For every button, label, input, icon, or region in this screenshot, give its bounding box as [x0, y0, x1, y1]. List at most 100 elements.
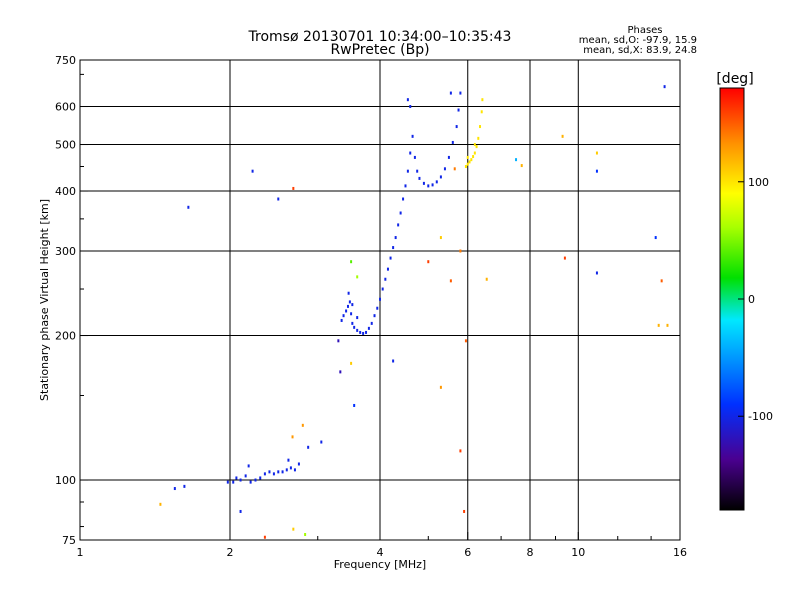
data-point	[359, 330, 362, 334]
data-point	[427, 260, 430, 264]
data-point	[301, 423, 304, 427]
data-point	[431, 183, 434, 187]
data-point	[595, 151, 598, 155]
data-point	[666, 323, 669, 327]
data-point	[356, 316, 359, 320]
x-axis-label: Frequency [MHz]	[334, 558, 426, 571]
x-tick-label: 2	[227, 546, 234, 559]
data-point	[342, 314, 345, 318]
data-point	[394, 236, 397, 240]
data-point	[409, 105, 412, 109]
data-point	[473, 151, 476, 155]
y-tick-label: 75	[62, 534, 76, 547]
data-point	[392, 246, 395, 250]
data-point	[247, 464, 250, 468]
data-point	[351, 321, 354, 325]
data-point	[449, 91, 452, 95]
data-point	[235, 476, 238, 480]
data-point	[389, 256, 392, 260]
y-tick-label: 300	[55, 245, 76, 258]
data-point	[297, 462, 300, 466]
data-point	[386, 267, 389, 271]
colorbar-ticks: 100 0 -100	[738, 176, 773, 423]
data-point	[272, 472, 275, 476]
data-point	[464, 164, 467, 168]
data-point	[472, 155, 475, 159]
data-point	[466, 155, 469, 159]
data-point	[563, 256, 566, 260]
data-point	[447, 155, 450, 159]
data-point	[481, 98, 484, 102]
data-point	[287, 458, 290, 462]
data-point	[422, 181, 425, 185]
data-point	[350, 312, 353, 316]
data-point	[397, 223, 400, 227]
y-axis: 75 100 200 300 400 500 600 750	[55, 54, 88, 547]
x-tick-label: 8	[527, 546, 534, 559]
data-point	[365, 330, 368, 334]
data-point	[379, 297, 381, 301]
stats-header: Phases	[627, 25, 662, 36]
data-point	[320, 440, 323, 444]
x-axis: 1 2 4 6 8 10 16	[77, 532, 687, 559]
data-point	[263, 472, 266, 476]
data-point	[485, 277, 488, 281]
data-point	[418, 176, 421, 180]
data-point	[411, 134, 414, 138]
data-point	[595, 169, 598, 173]
data-point	[464, 339, 467, 343]
data-point	[356, 275, 359, 279]
data-point	[244, 474, 247, 478]
data-point	[404, 184, 407, 188]
data-point	[473, 143, 476, 147]
data-point	[353, 325, 356, 329]
data-point	[443, 167, 446, 171]
data-point	[399, 211, 402, 215]
data-point	[281, 470, 284, 474]
data-point	[187, 205, 190, 209]
data-point	[392, 359, 395, 363]
data-point	[289, 466, 292, 470]
data-point	[406, 98, 409, 102]
data-point	[654, 236, 657, 240]
data-points	[159, 85, 669, 539]
data-point	[356, 328, 359, 332]
data-point	[348, 300, 351, 304]
data-point	[249, 480, 252, 484]
data-point	[183, 484, 186, 488]
data-point	[480, 110, 483, 114]
data-point	[239, 509, 242, 513]
data-point	[373, 314, 376, 318]
data-point	[453, 167, 456, 171]
data-point	[459, 449, 462, 453]
data-point	[239, 478, 242, 482]
colorbar-tick-label: 0	[748, 293, 755, 306]
data-point	[353, 403, 356, 407]
data-point	[561, 134, 564, 138]
y-tick-label: 750	[55, 54, 76, 67]
data-point	[259, 476, 262, 480]
data-point	[226, 480, 229, 484]
data-point	[459, 249, 462, 253]
y-tick-label: 600	[55, 101, 76, 114]
data-point	[463, 509, 466, 513]
data-point	[595, 271, 598, 275]
data-point	[657, 323, 660, 327]
grid-lines	[80, 60, 680, 540]
data-point	[413, 155, 416, 159]
y-axis-label: Stationary phase Virtual Height [km]	[38, 199, 51, 401]
data-point	[285, 468, 288, 472]
y-tick-label: 200	[55, 330, 76, 343]
data-point	[416, 169, 419, 173]
data-point	[468, 160, 471, 164]
data-point	[376, 306, 379, 310]
data-point	[370, 321, 373, 325]
y-tick-label: 400	[55, 185, 76, 198]
x-tick-label: 16	[673, 546, 687, 559]
data-point	[435, 180, 438, 184]
data-point	[381, 287, 384, 291]
data-point	[406, 169, 409, 173]
data-point	[402, 197, 405, 201]
data-point	[292, 527, 295, 531]
data-point	[367, 326, 370, 330]
